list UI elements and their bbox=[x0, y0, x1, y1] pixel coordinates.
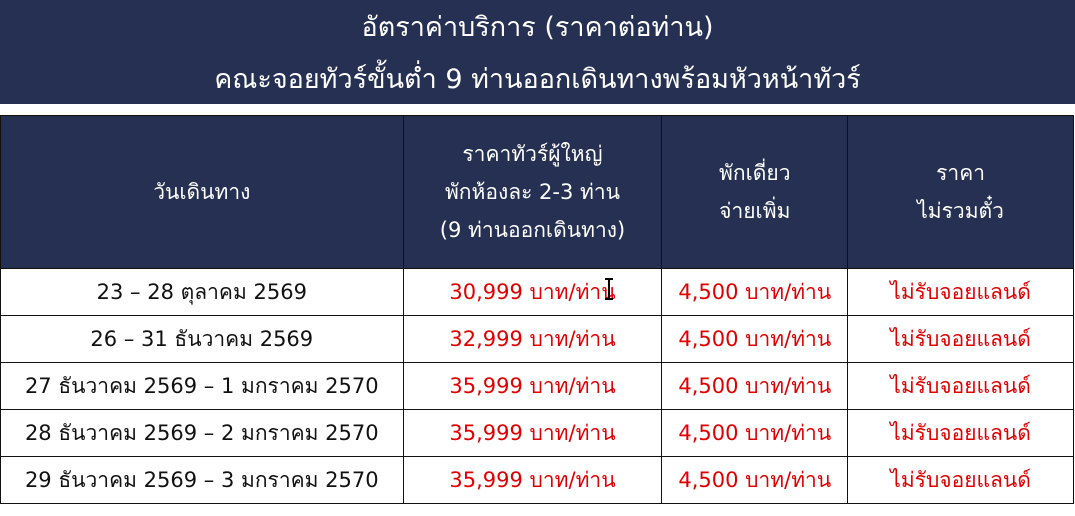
header-adult-price: ราคาทัวร์ผู้ใหญ่ พักห้องละ 2-3 ท่าน (9 ท… bbox=[402, 115, 663, 269]
single-cell: 4,500 บาท/ท่าน bbox=[661, 409, 849, 457]
header-single-line2: จ่ายเพิ่ม bbox=[719, 199, 791, 223]
header-ticket: ราคา ไม่รวมตั๋ว bbox=[847, 115, 1074, 269]
table-row: 26 – 31 ธันวาคม 2569 32,999 บาท/ท่าน 4,5… bbox=[0, 315, 1074, 363]
price-cell: 35,999 บาท/ท่าน bbox=[402, 409, 663, 457]
header-ticket-line2: ไม่รวมตั๋ว bbox=[917, 199, 1004, 223]
ticket-cell: ไม่รับจอยแลนด์ bbox=[847, 409, 1074, 457]
price-table: วันเดินทาง ราคาทัวร์ผู้ใหญ่ พักห้องละ 2-… bbox=[0, 115, 1074, 504]
single-cell: 4,500 บาท/ท่าน bbox=[661, 362, 849, 410]
price-cell: 30,999 บาท/ท่าน bbox=[402, 268, 663, 316]
price-cell: 35,999 บาท/ท่าน bbox=[402, 362, 663, 410]
table-row: 29 ธันวาคม 2569 – 3 มกราคม 2570 35,999 บ… bbox=[0, 456, 1074, 504]
title-banner: อัตราค่าบริการ (ราคาต่อท่าน) คณะจอยทัวร์… bbox=[0, 0, 1075, 104]
table-row: 27 ธันวาคม 2569 – 1 มกราคม 2570 35,999 บ… bbox=[0, 362, 1074, 410]
ticket-cell: ไม่รับจอยแลนด์ bbox=[847, 315, 1074, 363]
header-adult-price-line3: (9 ท่านออกเดินทาง) bbox=[439, 218, 626, 242]
table-row: 23 – 28 ตุลาคม 2569 30,999 บาท/ท่าน 4,50… bbox=[0, 268, 1074, 316]
single-cell: 4,500 บาท/ท่าน bbox=[661, 456, 849, 504]
title-line-2: คณะจอยทัวร์ขั้นต่ำ 9 ท่านออกเดินทางพร้อม… bbox=[214, 64, 861, 95]
text-cursor-icon bbox=[605, 278, 613, 300]
header-date-label: วันเดินทาง bbox=[153, 180, 251, 204]
single-cell: 4,500 บาท/ท่าน bbox=[661, 268, 849, 316]
price-cell: 32,999 บาท/ท่าน bbox=[402, 315, 663, 363]
header-ticket-line1: ราคา bbox=[936, 161, 986, 185]
single-cell: 4,500 บาท/ท่าน bbox=[661, 315, 849, 363]
price-cell: 35,999 บาท/ท่าน bbox=[402, 456, 663, 504]
header-single-supplement: พักเดี่ยว จ่ายเพิ่ม bbox=[661, 115, 849, 269]
header-adult-price-line2: พักห้องละ 2-3 ท่าน bbox=[444, 180, 620, 204]
header-date: วันเดินทาง bbox=[0, 115, 404, 269]
ticket-cell: ไม่รับจอยแลนด์ bbox=[847, 268, 1074, 316]
date-cell: 28 ธันวาคม 2569 – 2 มกราคม 2570 bbox=[0, 409, 404, 457]
ticket-cell: ไม่รับจอยแลนด์ bbox=[847, 456, 1074, 504]
table-header-row: วันเดินทาง ราคาทัวร์ผู้ใหญ่ พักห้องละ 2-… bbox=[0, 115, 1074, 269]
ticket-cell: ไม่รับจอยแลนด์ bbox=[847, 362, 1074, 410]
header-single-line1: พักเดี่ยว bbox=[719, 161, 791, 185]
date-cell: 23 – 28 ตุลาคม 2569 bbox=[0, 268, 404, 316]
date-cell: 26 – 31 ธันวาคม 2569 bbox=[0, 315, 404, 363]
date-cell: 27 ธันวาคม 2569 – 1 มกราคม 2570 bbox=[0, 362, 404, 410]
title-line-1: อัตราค่าบริการ (ราคาต่อท่าน) bbox=[361, 12, 714, 43]
date-cell: 29 ธันวาคม 2569 – 3 มกราคม 2570 bbox=[0, 456, 404, 504]
table-row: 28 ธันวาคม 2569 – 2 มกราคม 2570 35,999 บ… bbox=[0, 409, 1074, 457]
header-adult-price-line1: ราคาทัวร์ผู้ใหญ่ bbox=[462, 142, 603, 166]
